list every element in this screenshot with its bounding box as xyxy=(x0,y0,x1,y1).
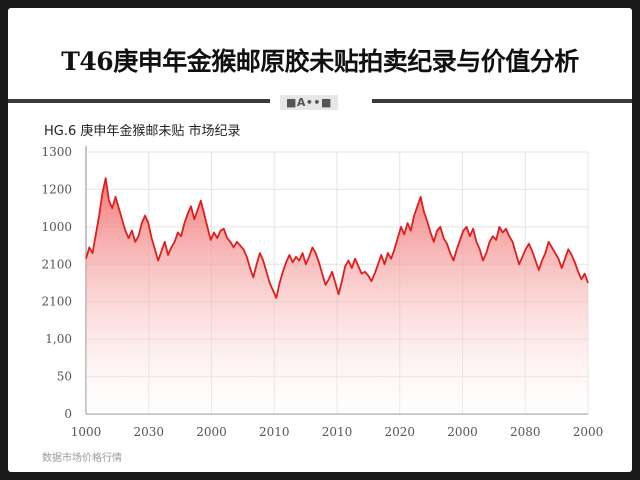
title-rule-left xyxy=(8,99,270,103)
series-line-group xyxy=(85,177,589,299)
x-tick-label: 2010 xyxy=(259,425,290,439)
x-tick-label: 1000 xyxy=(71,425,102,439)
x-tick-label: 2010 xyxy=(322,425,353,439)
chart-title: HG.6 庚申年金猴邮未贴 市场纪录 xyxy=(44,124,241,139)
x-tick-label: 2080 xyxy=(510,425,541,439)
y-tick-label: 1,00 xyxy=(45,332,72,346)
y-tick-labels: 0 50 1,00 2100 2100 1000 1200 1300 xyxy=(41,145,72,421)
data-source-note: 数据市场价格行情 xyxy=(42,453,122,464)
y-tick-label: 50 xyxy=(57,370,72,384)
x-tick-labels: 1000 2030 2000 2010 2010 2020 2000 2080 2000 xyxy=(71,425,604,439)
y-tick-label: 2100 xyxy=(41,257,72,271)
y-tick-label: 1300 xyxy=(41,145,72,159)
series-line xyxy=(85,177,589,299)
title-badge: ■A••■ xyxy=(280,95,338,110)
area-fill xyxy=(86,178,588,414)
x-tick-label: 2020 xyxy=(384,425,415,439)
area-fill-group xyxy=(86,178,588,414)
x-tick-label: 2030 xyxy=(133,425,164,439)
y-tick-label: 1200 xyxy=(41,182,72,196)
x-tick-label: 2000 xyxy=(447,425,478,439)
y-tick-label: 1000 xyxy=(41,220,72,234)
y-tick-label: 2100 xyxy=(41,295,72,309)
page-title: T46庚申年金猴邮原胶未贴拍卖纪录与价值分析 xyxy=(61,47,579,76)
y-tick-label: 0 xyxy=(64,407,72,421)
title-rule-right xyxy=(372,99,632,103)
x-tick-label: 2000 xyxy=(573,425,604,439)
x-tick-label: 2000 xyxy=(196,425,227,439)
